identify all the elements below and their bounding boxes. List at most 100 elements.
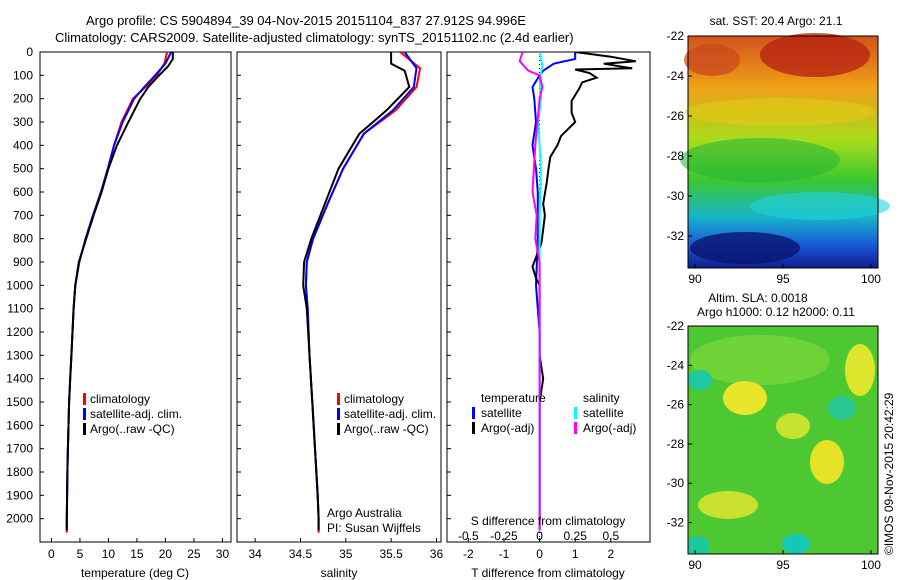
depth-tick-label: 900 <box>13 255 33 269</box>
legend-label-t-argo: Argo(-adj) <box>481 421 534 435</box>
salinity-annotation-line1: Argo Australia <box>327 506 402 520</box>
x-tick-label: 5 <box>77 547 84 561</box>
x-tick-label: 0 <box>48 547 55 561</box>
legend-swatch-t-satellite <box>472 407 475 419</box>
difference-legend: temperature salinity satellite Argo(-adj… <box>472 391 636 435</box>
depth-tick-label: 1700 <box>6 442 33 456</box>
x-tick-label: 36 <box>430 547 444 561</box>
legend-label-s-satellite: satellite <box>583 406 624 420</box>
x-tick-label: -1 <box>499 547 510 561</box>
x-tick-label: 15 <box>130 547 144 561</box>
map-x-tick-label: 95 <box>776 558 790 572</box>
salinity-annotation-line2: PI: Susan Wijffels <box>327 521 421 535</box>
legend-swatch-satellite <box>337 408 340 420</box>
sst-map-title: sat. SST: 20.4 Argo: 21.1 <box>710 14 843 28</box>
legend-swatch-argo <box>337 423 340 435</box>
sla-yellow-1 <box>723 381 767 415</box>
series-argo-raw-qc <box>302 52 411 531</box>
sla-yellow-2 <box>776 413 810 439</box>
series-climatology <box>304 52 422 533</box>
map-x-tick-label: 95 <box>776 272 790 286</box>
map-y-tick-label: -24 <box>667 358 685 372</box>
depth-tick-label: 1100 <box>7 302 33 316</box>
legend-label-climatology: climatology <box>344 392 404 406</box>
figure-title-line2: Climatology: CARS2009. Satellite-adjuste… <box>55 30 574 45</box>
depth-tick-label: 400 <box>13 138 33 152</box>
legend-label-satellite: satellite-adj. clim. <box>344 407 436 421</box>
legend-swatch-s-argo <box>574 422 577 434</box>
depth-tick-label: 300 <box>13 115 33 129</box>
series-climatology <box>65 52 169 533</box>
sla-map-title-line2: Argo h1000: 0.12 h2000: 0.11 <box>697 305 855 319</box>
difference-s-axis: -0.5 -0.25 0 0.25 0.5 <box>458 529 619 543</box>
sst-cyan-band <box>750 192 890 220</box>
legend-label-argo: Argo(..raw -QC) <box>344 422 429 436</box>
legend-swatch-satellite <box>83 408 86 420</box>
series-s-argo-adj <box>518 52 544 531</box>
depth-axis: 0 100 200 300 400 500 600 700 800 900 1000 1100 1200… <box>6 45 451 526</box>
legend-label-t-satellite: satellite <box>481 406 522 420</box>
map-y-tick-label: -22 <box>667 319 685 333</box>
difference-x2label: S difference from climatology <box>471 514 626 528</box>
salinity-xlabel: salinity <box>321 566 358 580</box>
salinity-xaxis: 34 34.5 35 35.5 36 <box>248 538 443 561</box>
depth-tick-label: 1300 <box>6 348 33 362</box>
sla-cyan-1 <box>688 370 712 390</box>
map-y-tick-label: -32 <box>667 516 685 530</box>
legend-swatch-argo <box>83 423 86 435</box>
series-argo-raw-qc <box>65 52 174 531</box>
legend-header-temperature: temperature <box>481 391 546 405</box>
x-tick-label: 30 <box>216 547 230 561</box>
legend-label-s-argo: Argo(-adj) <box>583 421 636 435</box>
x-tick-label: 2 <box>607 547 614 561</box>
legend-label-climatology: climatology <box>90 392 150 406</box>
legend-swatch-climatology <box>83 393 86 405</box>
depth-tick-label: 1200 <box>6 325 33 339</box>
sla-yellow-4 <box>845 344 875 396</box>
figure-title-line1: Argo profile: CS 5904894_39 04-Nov-2015 … <box>86 13 526 28</box>
x-tick-label: 20 <box>159 547 173 561</box>
map-y-tick-label: -30 <box>667 476 685 490</box>
temperature-xlabel: temperature (deg C) <box>81 566 189 580</box>
sst-yellow-band <box>685 98 875 126</box>
temperature-legend: climatology satellite-adj. clim. Argo(..… <box>83 392 182 436</box>
sla-heatmap <box>688 326 878 554</box>
depth-tick-label: 1900 <box>6 488 33 502</box>
difference-lines <box>518 52 636 542</box>
depth-tick-label: 1800 <box>6 465 33 479</box>
sla-cyan-3 <box>782 534 810 554</box>
x2-tick-label: -0.5 <box>458 529 479 543</box>
legend-swatch-climatology <box>337 393 340 405</box>
map-y-tick-label: -28 <box>667 149 685 163</box>
sla-yellow-5 <box>698 491 758 519</box>
sst-map-axes: 90 95 100 -22 -24 -26 -28 -30 -32 <box>667 29 882 286</box>
depth-tick-label: 1000 <box>6 278 33 292</box>
difference-panel-frame <box>446 51 651 543</box>
difference-xaxis: -2 -1 0 1 2 <box>463 538 614 561</box>
legend-header-salinity: salinity <box>583 391 620 405</box>
sst-warm-west <box>684 44 740 76</box>
sla-cyan-2 <box>828 396 856 420</box>
legend-label-satellite: satellite-adj. clim. <box>90 407 182 421</box>
x-tick-label: 35 <box>339 547 353 561</box>
sla-light-1 <box>690 335 830 385</box>
salinity-lines <box>302 52 422 533</box>
temperature-lines <box>65 52 174 533</box>
legend-label-argo: Argo(..raw -QC) <box>90 422 175 436</box>
imos-timestamp: ©IMOS 09-Nov-2015 20:42:29 <box>882 392 896 555</box>
sst-green-band <box>680 138 840 182</box>
sst-cold-core <box>690 232 800 264</box>
map-x-tick-label: 100 <box>861 558 881 572</box>
depth-tick-label: 800 <box>13 232 33 246</box>
map-y-tick-label: -22 <box>667 29 685 43</box>
x-tick-label: 35.5 <box>379 547 403 561</box>
map-y-tick-label: -28 <box>667 437 685 451</box>
temperature-xaxis: 0 5 10 15 20 25 30 <box>48 538 229 561</box>
map-y-tick-label: -30 <box>667 189 685 203</box>
temperature-panel-frame <box>39 51 232 543</box>
sla-map-axes: 90 95 100 -22 -24 -26 -28 -30 -32 <box>667 319 882 572</box>
map-x-tick-label: 100 <box>861 272 881 286</box>
salinity-panel-frame <box>236 51 442 543</box>
legend-swatch-s-satellite <box>574 407 577 419</box>
